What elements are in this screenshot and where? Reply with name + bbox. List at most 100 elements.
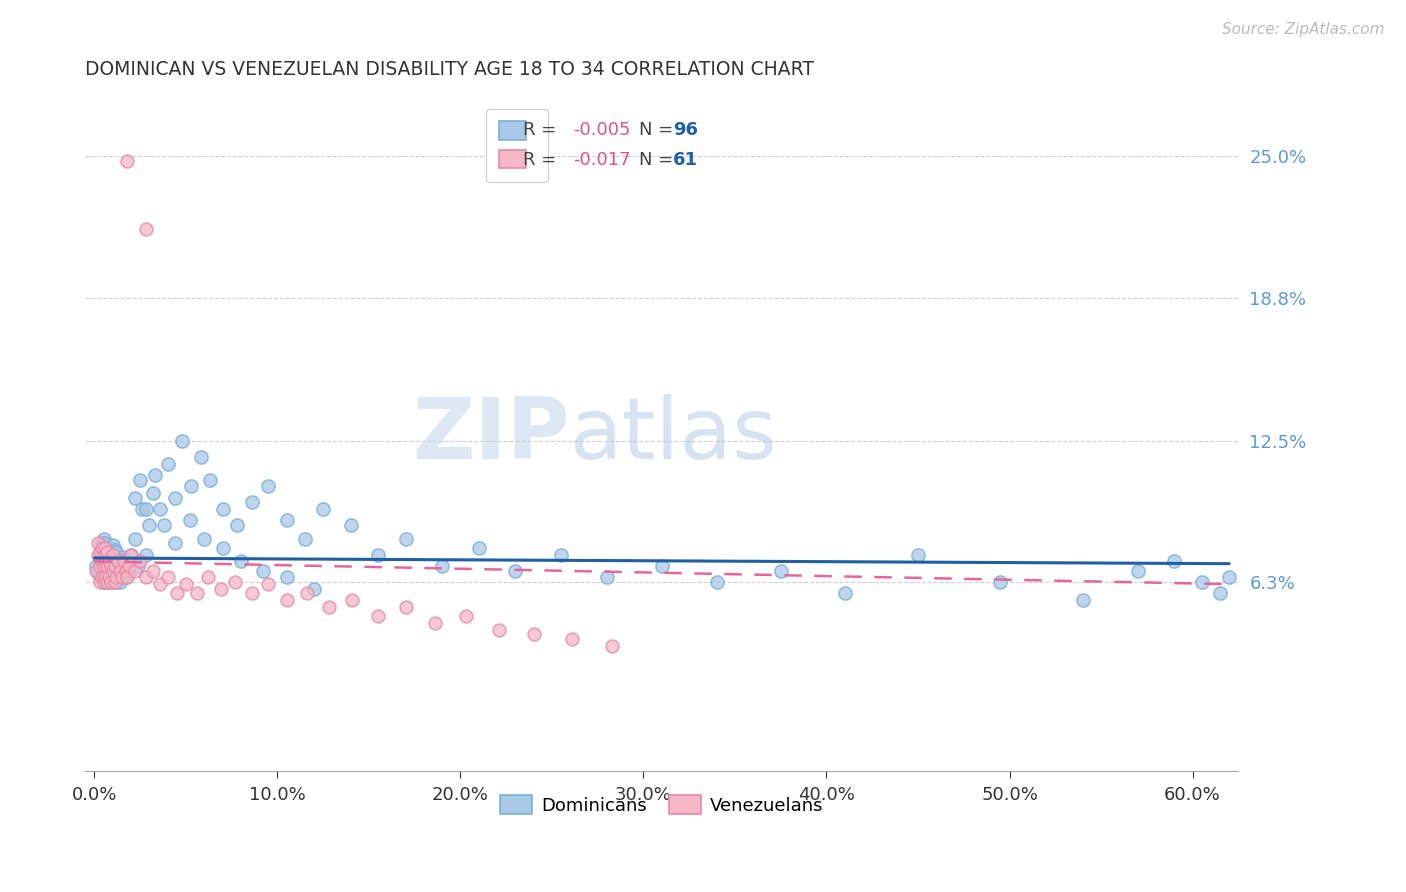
Point xyxy=(103,570,125,584)
Point xyxy=(488,623,510,637)
Point xyxy=(107,554,129,568)
Point xyxy=(103,558,125,573)
Point xyxy=(312,502,335,516)
Point xyxy=(101,552,124,566)
Point xyxy=(124,532,146,546)
Text: -0.005: -0.005 xyxy=(574,120,630,139)
Point xyxy=(142,564,165,578)
Point xyxy=(84,558,107,573)
Text: 61: 61 xyxy=(673,151,699,169)
Point xyxy=(105,574,128,589)
Point xyxy=(117,154,139,169)
Point xyxy=(163,536,186,550)
Point xyxy=(93,574,115,589)
Point xyxy=(98,541,121,555)
Point xyxy=(100,561,122,575)
Point xyxy=(96,574,118,589)
Point xyxy=(111,549,134,564)
Point xyxy=(1218,570,1240,584)
Point xyxy=(198,473,221,487)
Point xyxy=(1071,593,1094,607)
Point xyxy=(367,609,389,624)
Point xyxy=(93,532,115,546)
Point xyxy=(454,609,477,624)
Point xyxy=(94,541,117,555)
Point xyxy=(120,548,142,562)
Legend: Dominicans, Venezuelans: Dominicans, Venezuelans xyxy=(492,789,831,822)
Point xyxy=(89,574,111,589)
Point xyxy=(89,554,111,568)
Point xyxy=(93,548,115,562)
Text: R =: R = xyxy=(523,120,562,139)
Point xyxy=(105,558,128,573)
Point xyxy=(135,570,157,584)
Point xyxy=(138,518,160,533)
Point xyxy=(89,570,111,584)
Point xyxy=(1209,586,1232,600)
Point xyxy=(550,548,572,562)
Point xyxy=(111,570,134,584)
Point xyxy=(174,577,197,591)
Point xyxy=(100,558,122,573)
Text: DOMINICAN VS VENEZUELAN DISABILITY AGE 18 TO 34 CORRELATION CHART: DOMINICAN VS VENEZUELAN DISABILITY AGE 1… xyxy=(86,60,814,78)
Point xyxy=(257,577,280,591)
Point xyxy=(107,570,129,584)
Point xyxy=(166,586,188,600)
Point xyxy=(101,548,124,562)
Text: R =: R = xyxy=(523,151,568,169)
Point xyxy=(87,564,110,578)
Point xyxy=(111,564,134,578)
Point xyxy=(98,570,121,584)
Point xyxy=(89,545,111,559)
Point xyxy=(257,479,280,493)
Point xyxy=(84,564,107,578)
Point xyxy=(94,554,117,568)
Point xyxy=(93,558,115,573)
Point xyxy=(197,570,219,584)
Point xyxy=(87,548,110,562)
Point xyxy=(112,554,135,568)
Point xyxy=(339,518,361,533)
Point xyxy=(252,564,274,578)
Point xyxy=(117,554,139,568)
Point xyxy=(108,561,131,575)
Point xyxy=(93,548,115,562)
Point xyxy=(93,574,115,589)
Point xyxy=(105,570,128,584)
Point xyxy=(1163,554,1185,568)
Point xyxy=(127,558,149,573)
Point xyxy=(423,615,446,630)
Point xyxy=(394,532,416,546)
Point xyxy=(190,450,212,464)
Point xyxy=(90,548,112,562)
Point xyxy=(100,574,122,589)
Point xyxy=(90,541,112,555)
Point xyxy=(98,554,121,568)
Point xyxy=(156,570,179,584)
Point xyxy=(135,222,157,236)
Point xyxy=(112,558,135,573)
Point xyxy=(103,557,125,571)
Point xyxy=(90,536,112,550)
Point xyxy=(596,570,619,584)
Point xyxy=(129,473,152,487)
Point xyxy=(240,586,263,600)
Point xyxy=(96,574,118,589)
Point xyxy=(108,564,131,578)
Point xyxy=(142,486,165,500)
Point xyxy=(118,558,141,573)
Point xyxy=(149,502,172,516)
Point xyxy=(276,593,298,607)
Point xyxy=(430,558,453,573)
Point xyxy=(907,548,929,562)
Point xyxy=(94,549,117,564)
Point xyxy=(211,502,233,516)
Point xyxy=(90,554,112,568)
Point xyxy=(186,586,208,600)
Point xyxy=(988,574,1011,589)
Point xyxy=(118,566,141,580)
Point xyxy=(124,564,146,578)
Text: N =: N = xyxy=(638,120,679,139)
Point xyxy=(769,564,792,578)
Point xyxy=(101,564,124,578)
